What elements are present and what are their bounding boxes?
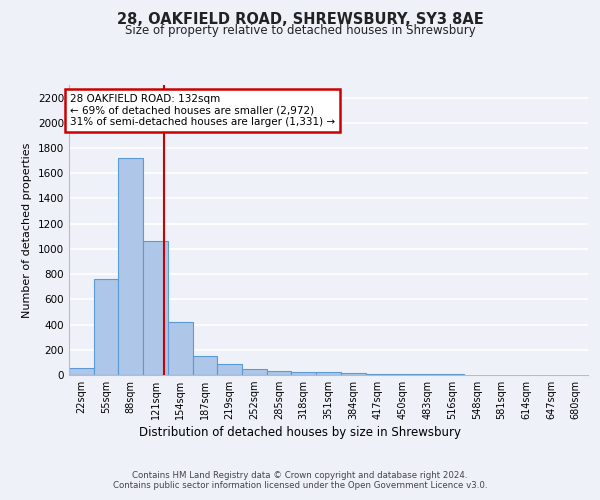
Y-axis label: Number of detached properties: Number of detached properties xyxy=(22,142,32,318)
Bar xyxy=(341,373,365,375)
Bar xyxy=(69,368,94,375)
Bar xyxy=(365,374,390,375)
Bar xyxy=(94,278,118,375)
Text: Distribution of detached houses by size in Shrewsbury: Distribution of detached houses by size … xyxy=(139,426,461,439)
Text: Size of property relative to detached houses in Shrewsbury: Size of property relative to detached ho… xyxy=(125,24,475,37)
Bar xyxy=(267,370,292,375)
Bar xyxy=(242,370,267,375)
Bar xyxy=(440,374,464,375)
Text: Contains HM Land Registry data © Crown copyright and database right 2024.: Contains HM Land Registry data © Crown c… xyxy=(132,472,468,480)
Bar xyxy=(143,242,168,375)
Bar xyxy=(118,158,143,375)
Text: Contains public sector information licensed under the Open Government Licence v3: Contains public sector information licen… xyxy=(113,482,487,490)
Text: 28, OAKFIELD ROAD, SHREWSBURY, SY3 8AE: 28, OAKFIELD ROAD, SHREWSBURY, SY3 8AE xyxy=(116,12,484,28)
Bar xyxy=(193,356,217,375)
Bar xyxy=(292,372,316,375)
Bar xyxy=(168,322,193,375)
Bar xyxy=(415,374,440,375)
Bar xyxy=(390,374,415,375)
Text: 28 OAKFIELD ROAD: 132sqm
← 69% of detached houses are smaller (2,972)
31% of sem: 28 OAKFIELD ROAD: 132sqm ← 69% of detach… xyxy=(70,94,335,127)
Bar xyxy=(316,372,341,375)
Bar xyxy=(217,364,242,375)
